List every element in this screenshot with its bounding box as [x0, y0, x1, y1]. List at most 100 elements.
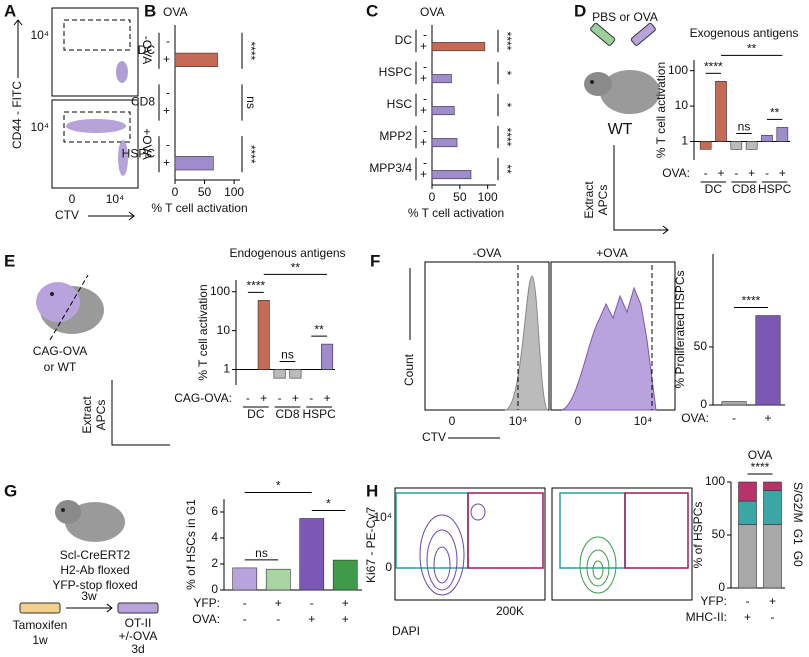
- bar-segment: [738, 524, 757, 589]
- category-label: +: [420, 135, 427, 149]
- legend-entry: G0: [791, 551, 805, 567]
- bar: [431, 42, 486, 52]
- histogram: [504, 275, 549, 411]
- y-tick-label: 6: [211, 504, 218, 518]
- chart-title: OVA: [420, 5, 444, 19]
- category-label: +: [163, 52, 170, 66]
- condition-label: +OVA: [596, 246, 627, 260]
- category-label: +: [292, 391, 299, 405]
- category-label: +: [744, 610, 751, 624]
- scheme-label: 3d: [131, 642, 144, 656]
- significance: ****: [244, 41, 258, 60]
- significance: ****: [742, 294, 761, 308]
- x-tick-label: 0: [69, 192, 76, 206]
- group-label: HSPC: [758, 182, 792, 196]
- bar: [431, 74, 452, 84]
- bar-segment: [763, 481, 782, 491]
- significance: **: [314, 322, 324, 336]
- y-tick-label: 10: [217, 323, 231, 337]
- condition-label: -OVA: [473, 246, 501, 260]
- bar: [299, 518, 325, 591]
- bar: [321, 343, 334, 370]
- histogram: [561, 286, 657, 411]
- significance: ns: [738, 120, 751, 134]
- group-label: MPP3/4: [369, 161, 412, 175]
- axis-arrow: [13, 19, 23, 26]
- plot-frame: [51, 99, 139, 189]
- significance: ****: [500, 32, 514, 51]
- bar: [174, 52, 218, 67]
- plot-frame: [51, 7, 139, 97]
- contour: [579, 536, 617, 594]
- bar: [431, 106, 455, 116]
- scheme-label: YFP-stop floxed: [52, 578, 137, 592]
- scheme-label: 1w: [32, 633, 48, 647]
- y-tick-label: 10⁴: [30, 120, 49, 134]
- category-label: +: [342, 596, 349, 610]
- y-tick-label: 10: [675, 98, 689, 112]
- y-tick-label: 0: [700, 397, 707, 411]
- bar: [174, 156, 214, 171]
- category-label: +: [163, 104, 170, 118]
- axis-label: CD44 - FITC: [10, 81, 24, 149]
- arrow: [613, 145, 668, 231]
- panel-letter: F: [370, 251, 380, 270]
- x-tick-label: 0: [172, 185, 179, 199]
- contour: [586, 549, 610, 587]
- bar: [332, 559, 358, 591]
- category-label: +: [420, 71, 427, 85]
- arrow: [106, 603, 113, 613]
- category-label: -: [765, 166, 769, 180]
- x-tick-label: 200K: [496, 604, 524, 618]
- group-label: CD8: [732, 182, 756, 196]
- panel-g-scheme: Scl-CreERT2 H2-Ab floxed YFP-stop floxed…: [13, 500, 159, 656]
- bar: [265, 568, 291, 591]
- bar: [289, 369, 302, 379]
- axis-label: % of HSCs in G1: [184, 499, 198, 590]
- cell-population: [118, 140, 128, 176]
- category-label: -: [746, 594, 750, 608]
- category-label: -: [278, 391, 282, 405]
- category-label: -: [734, 166, 738, 180]
- mouse-head: [55, 500, 81, 524]
- scheme-label: 3w: [81, 589, 97, 603]
- scheme-label: APCs: [596, 185, 610, 216]
- y-tick-label: 0: [718, 580, 725, 594]
- bar: [745, 141, 758, 150]
- y-tick-label: 10⁴: [373, 510, 392, 524]
- category-axis-label: CAG-OVA:: [174, 391, 232, 405]
- axis-label: % of HSPCs: [691, 502, 705, 569]
- axis-label: % T cell activation: [408, 206, 504, 220]
- divider: [49, 274, 89, 341]
- bar: [431, 138, 458, 148]
- category-label: +: [717, 166, 724, 180]
- scheme-label: Extract: [80, 396, 94, 434]
- significance: **: [770, 106, 780, 120]
- category-label: -: [423, 124, 427, 138]
- category-label: -: [166, 86, 170, 100]
- chart-title: Exogenous antigens: [690, 26, 799, 40]
- category-label: +: [748, 166, 755, 180]
- axis-label: % T cell activation: [654, 62, 668, 158]
- category-label: -: [423, 92, 427, 106]
- contour: [592, 560, 604, 580]
- cell-population: [66, 119, 126, 133]
- gate: [624, 492, 689, 569]
- category-label: +: [420, 103, 427, 117]
- significance: **: [291, 261, 301, 275]
- row-label: OVA:: [192, 612, 220, 626]
- significance: ****: [704, 59, 723, 73]
- axis-label: CTV: [55, 208, 79, 222]
- bar-segment: [763, 490, 782, 525]
- axis-label: Ki67 - PE-Cy7: [364, 507, 378, 583]
- cell-population: [116, 61, 128, 83]
- category-label: -: [166, 34, 170, 48]
- y-tick-label: 50: [694, 339, 708, 353]
- axis-label: DAPI: [392, 624, 420, 638]
- significance: *: [500, 103, 514, 108]
- significance: ns: [244, 96, 258, 109]
- contour: [433, 546, 451, 584]
- panel-letter: D: [574, 1, 586, 20]
- gate: [63, 111, 131, 143]
- legend-entry: G1: [791, 529, 805, 545]
